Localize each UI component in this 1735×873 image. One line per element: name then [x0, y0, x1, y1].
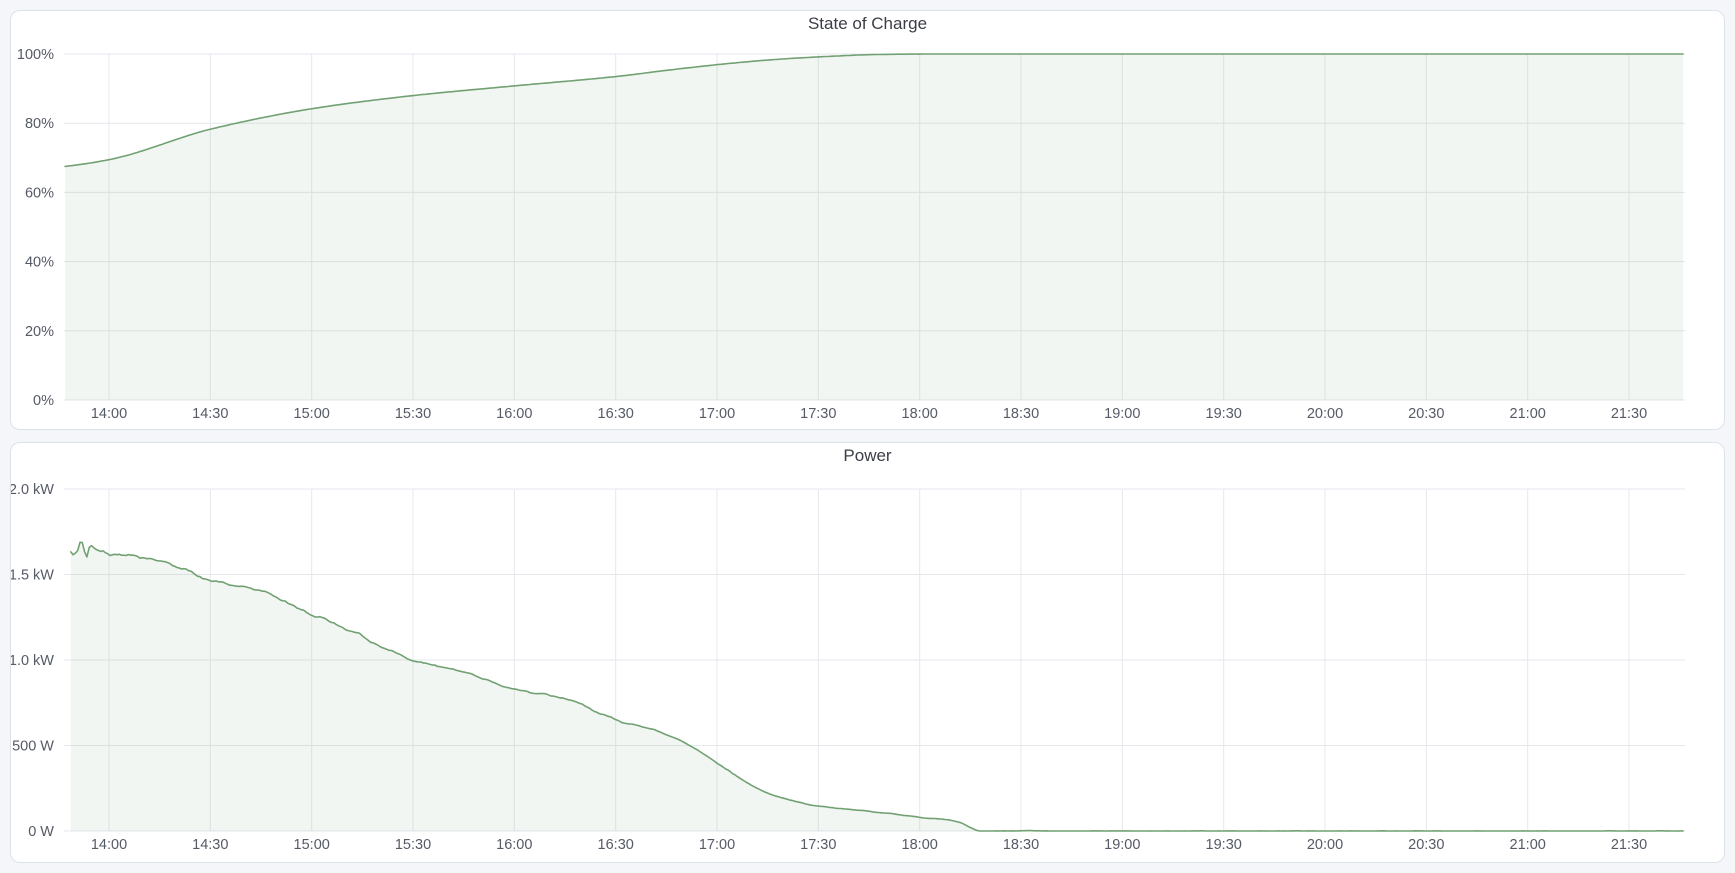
svg-text:100%: 100% — [17, 47, 54, 63]
svg-text:21:00: 21:00 — [1510, 406, 1546, 422]
svg-text:14:00: 14:00 — [91, 837, 127, 853]
svg-text:20:00: 20:00 — [1307, 406, 1343, 422]
svg-text:20:00: 20:00 — [1307, 837, 1343, 853]
svg-text:20:30: 20:30 — [1408, 837, 1444, 853]
svg-text:16:00: 16:00 — [496, 406, 532, 422]
svg-text:17:00: 17:00 — [699, 837, 735, 853]
svg-text:16:30: 16:30 — [598, 406, 634, 422]
svg-text:20%: 20% — [25, 324, 54, 340]
svg-text:21:30: 21:30 — [1611, 837, 1647, 853]
svg-text:18:30: 18:30 — [1003, 837, 1039, 853]
svg-text:15:00: 15:00 — [294, 406, 330, 422]
svg-text:18:00: 18:00 — [902, 837, 938, 853]
svg-text:2.0 kW: 2.0 kW — [11, 482, 54, 498]
svg-text:15:00: 15:00 — [294, 837, 330, 853]
svg-text:14:30: 14:30 — [192, 837, 228, 853]
svg-text:40%: 40% — [25, 255, 54, 271]
svg-text:17:00: 17:00 — [699, 406, 735, 422]
svg-text:1.5 kW: 1.5 kW — [11, 568, 54, 584]
svg-text:1.0 kW: 1.0 kW — [11, 653, 54, 669]
svg-text:60%: 60% — [25, 185, 54, 201]
svg-text:20:30: 20:30 — [1408, 406, 1444, 422]
svg-text:18:30: 18:30 — [1003, 406, 1039, 422]
svg-text:19:00: 19:00 — [1104, 837, 1140, 853]
svg-text:19:00: 19:00 — [1104, 406, 1140, 422]
svg-text:500 W: 500 W — [12, 739, 54, 755]
svg-text:19:30: 19:30 — [1206, 406, 1242, 422]
svg-text:15:30: 15:30 — [395, 837, 431, 853]
svg-text:17:30: 17:30 — [800, 406, 836, 422]
svg-text:16:30: 16:30 — [598, 837, 634, 853]
svg-text:14:30: 14:30 — [192, 406, 228, 422]
svg-text:19:30: 19:30 — [1206, 837, 1242, 853]
svg-text:18:00: 18:00 — [902, 406, 938, 422]
svg-text:21:00: 21:00 — [1510, 837, 1546, 853]
svg-text:15:30: 15:30 — [395, 406, 431, 422]
svg-text:16:00: 16:00 — [496, 837, 532, 853]
svg-text:14:00: 14:00 — [91, 406, 127, 422]
svg-text:80%: 80% — [25, 116, 54, 132]
svg-text:17:30: 17:30 — [800, 837, 836, 853]
svg-text:21:30: 21:30 — [1611, 406, 1647, 422]
svg-text:0 W: 0 W — [28, 824, 54, 840]
svg-text:0%: 0% — [33, 393, 54, 409]
